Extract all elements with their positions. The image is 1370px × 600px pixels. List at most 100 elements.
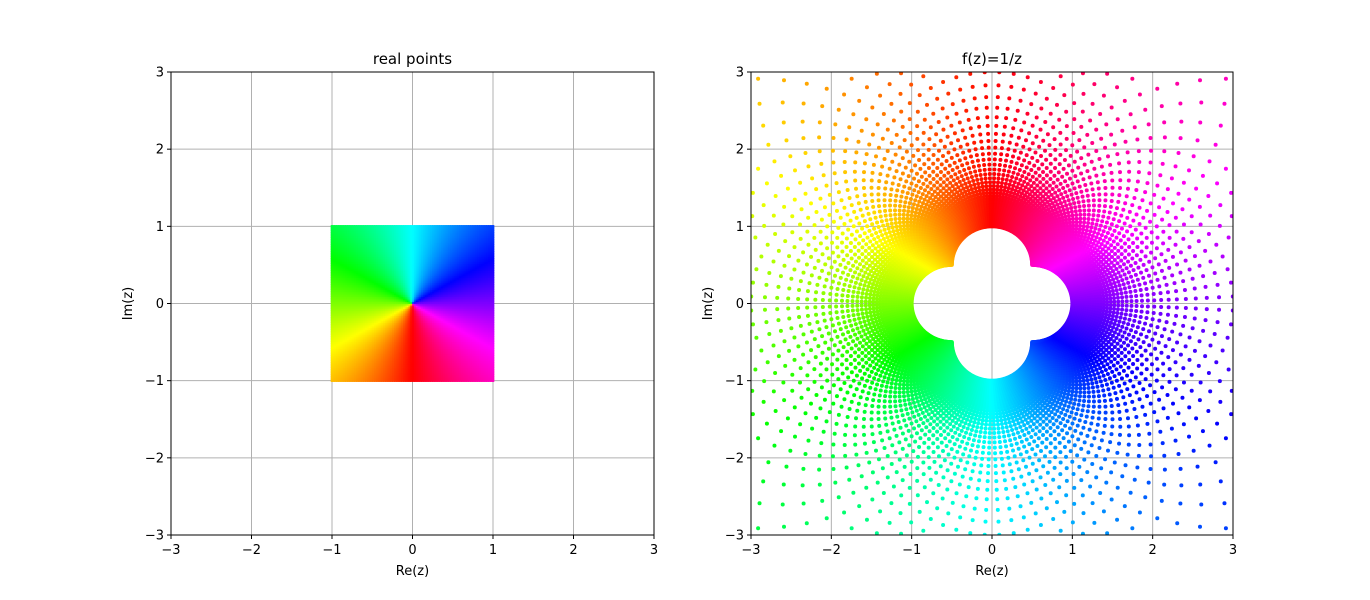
- scatter-point: [399, 304, 403, 308]
- scatter-point: [374, 285, 377, 289]
- scatter-point: [390, 232, 393, 235]
- scatter-point: [356, 356, 359, 360]
- scatter-point: [392, 240, 395, 244]
- scatter-point: [426, 294, 430, 297]
- scatter-point: [339, 284, 343, 287]
- scatter-point: [422, 369, 426, 372]
- scatter-point: [375, 259, 379, 263]
- scatter-point: [397, 308, 401, 311]
- scatter-point: [372, 330, 375, 334]
- scatter-point: [375, 271, 379, 275]
- scatter-point: [426, 377, 430, 381]
- scatter-point: [383, 280, 386, 284]
- scatter-point: [343, 238, 346, 242]
- scatter-point: [365, 294, 368, 297]
- scatter-point: [422, 327, 426, 330]
- scatter-point: [361, 362, 365, 365]
- scatter-point: [365, 285, 368, 289]
- scatter-point: [399, 375, 403, 379]
- scatter-point: [365, 330, 368, 334]
- scatter-point: [406, 242, 410, 245]
- scatter-point: [330, 249, 334, 252]
- scatter-point: [408, 351, 412, 355]
- scatter-point: [410, 310, 413, 313]
- scatter-point: [403, 238, 406, 242]
- scatter-point: [408, 289, 412, 292]
- scatter-point: [377, 242, 381, 245]
- scatter-point: [390, 275, 393, 278]
- scatter-point: [388, 271, 392, 275]
- scatter-point: [404, 346, 408, 349]
- scatter-point: [341, 356, 345, 360]
- scatter-point: [413, 232, 417, 235]
- scatter-point: [394, 232, 397, 235]
- scatter-point: [352, 244, 356, 247]
- scatter-point: [422, 332, 426, 336]
- scatter-point: [339, 342, 343, 346]
- scatter-point: [372, 258, 375, 261]
- scatter-point: [392, 254, 395, 258]
- scatter-point: [426, 369, 430, 372]
- scatter-point: [392, 348, 395, 351]
- scatter-point: [412, 360, 415, 363]
- scatter-point: [332, 341, 336, 344]
- scatter-point: [377, 375, 381, 379]
- scatter-point: [366, 374, 370, 377]
- scatter-point: [352, 287, 356, 291]
- scatter-point: [397, 252, 401, 256]
- scatter-point: [395, 337, 399, 341]
- scatter-point: [417, 282, 421, 285]
- scatter-point: [370, 375, 374, 379]
- scatter-point: [401, 264, 404, 268]
- scatter-point: [330, 362, 334, 365]
- scatter-point: [394, 362, 397, 365]
- scatter-point: [352, 263, 356, 266]
- scatter-point: [421, 362, 424, 365]
- scatter-point: [401, 346, 404, 349]
- scatter-point: [413, 349, 417, 353]
- scatter-point: [375, 316, 379, 320]
- scatter-point: [426, 325, 430, 329]
- scatter-point: [384, 261, 388, 265]
- scatter-point: [366, 322, 370, 325]
- scatter-point: [359, 308, 363, 311]
- scatter-point: [403, 237, 406, 240]
- scatter-point: [375, 334, 379, 337]
- scatter-point: [419, 299, 422, 303]
- scatter-point: [365, 372, 368, 375]
- scatter-point: [334, 259, 337, 263]
- scatter-point: [430, 374, 433, 377]
- scatter-point: [390, 290, 393, 294]
- scatter-point: [359, 249, 363, 252]
- scatter-point: [334, 375, 337, 379]
- scatter-point: [388, 247, 392, 251]
- scatter-point: [330, 294, 334, 297]
- scatter-point: [426, 322, 430, 325]
- scatter-point: [404, 362, 408, 365]
- scatter-point: [403, 249, 406, 252]
- scatter-point: [337, 228, 341, 232]
- scatter-point: [357, 297, 361, 301]
- scatter-point: [388, 329, 392, 332]
- scatter-point: [341, 292, 345, 296]
- scatter-point: [408, 379, 412, 382]
- scatter-point: [397, 238, 401, 242]
- scatter-point: [352, 322, 356, 325]
- scatter-point: [372, 377, 375, 381]
- scatter-point: [379, 306, 383, 310]
- scatter-point: [404, 304, 408, 308]
- scatter-point: [408, 232, 412, 235]
- scatter-point: [363, 377, 366, 381]
- scatter-point: [395, 375, 399, 379]
- scatter-point: [330, 344, 334, 348]
- scatter-point: [428, 299, 431, 303]
- scatter-point: [410, 299, 413, 303]
- scatter-point: [334, 284, 337, 287]
- scatter-point: [399, 318, 403, 322]
- scatter-point: [395, 379, 399, 382]
- scatter-point: [356, 294, 359, 297]
- scatter-point: [384, 251, 388, 254]
- scatter-point: [357, 370, 361, 374]
- scatter-point: [415, 287, 419, 291]
- scatter-point: [388, 240, 392, 244]
